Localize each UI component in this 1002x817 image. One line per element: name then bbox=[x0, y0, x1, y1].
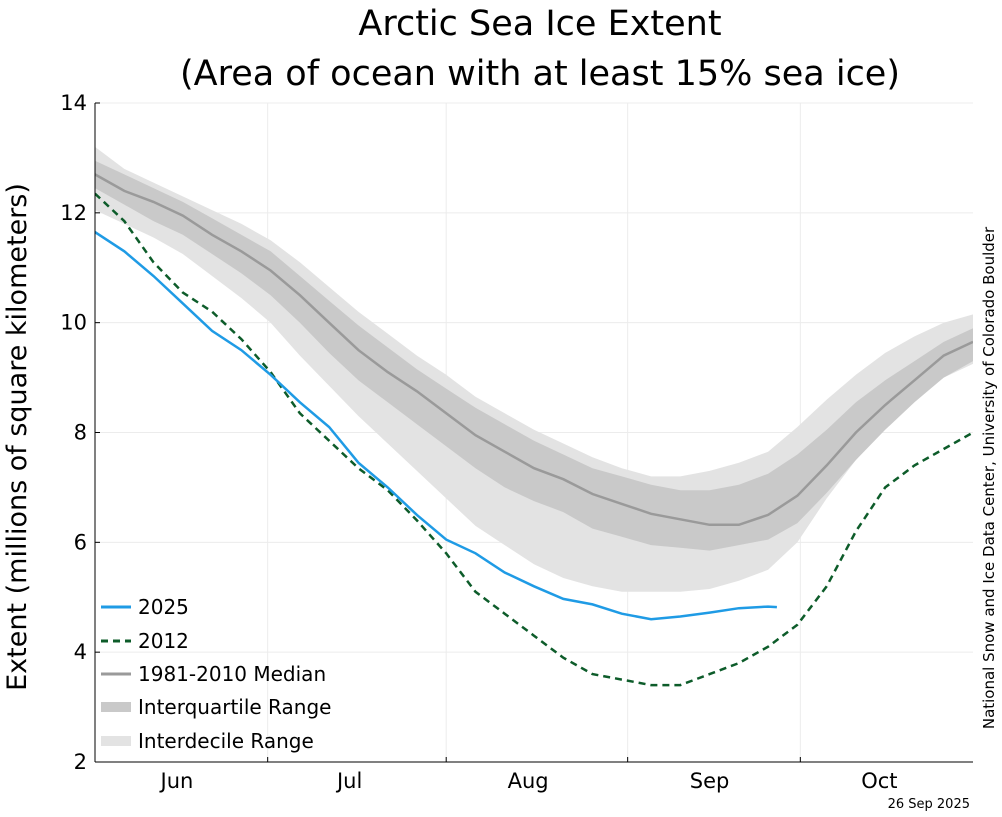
interdecile-range-band bbox=[95, 146, 973, 592]
series-group bbox=[95, 146, 973, 687]
credit-text: National Snow and Ice Data Center, Unive… bbox=[980, 226, 998, 729]
y-tick-label: 8 bbox=[74, 421, 87, 445]
median-line bbox=[95, 173, 973, 527]
y-axis-label: Extent (millions of square kilometers) bbox=[2, 183, 33, 691]
legend-label-idr: Interdecile Range bbox=[138, 729, 314, 753]
y-tick-label: 14 bbox=[60, 91, 87, 115]
series-2025-line bbox=[95, 231, 777, 621]
legend: 2025 2012 1981-2010 Median Interquartile… bbox=[101, 595, 331, 753]
y-tick-label: 6 bbox=[74, 530, 87, 554]
legend-label-2025: 2025 bbox=[138, 595, 189, 619]
legend-label-iqr: Interquartile Range bbox=[138, 695, 331, 719]
legend-label-2012: 2012 bbox=[138, 629, 189, 653]
x-tick-label: Aug bbox=[508, 769, 549, 793]
interquartile-range-band bbox=[95, 160, 973, 551]
y-tick-label: 10 bbox=[60, 311, 87, 335]
legend-label-median: 1981-2010 Median bbox=[138, 662, 326, 686]
plot-area: 2 4 6 8 10 12 14 Jun Jul Aug Sep Oct bbox=[60, 91, 973, 793]
series-2012-line bbox=[95, 192, 973, 687]
x-tick-label: Jun bbox=[159, 769, 194, 793]
chart-title: Arctic Sea Ice Extent bbox=[358, 4, 721, 44]
chart-subtitle: (Area of ocean with at least 15% sea ice… bbox=[180, 54, 900, 94]
x-tick-label: Sep bbox=[690, 769, 730, 793]
x-tick-label: Jul bbox=[335, 769, 362, 793]
y-tick-label: 4 bbox=[74, 640, 87, 664]
date-stamp: 26 Sep 2025 bbox=[888, 797, 970, 812]
y-tick-label: 2 bbox=[74, 750, 87, 774]
y-tick-label: 12 bbox=[60, 201, 87, 225]
x-tick-label: Oct bbox=[861, 769, 897, 793]
